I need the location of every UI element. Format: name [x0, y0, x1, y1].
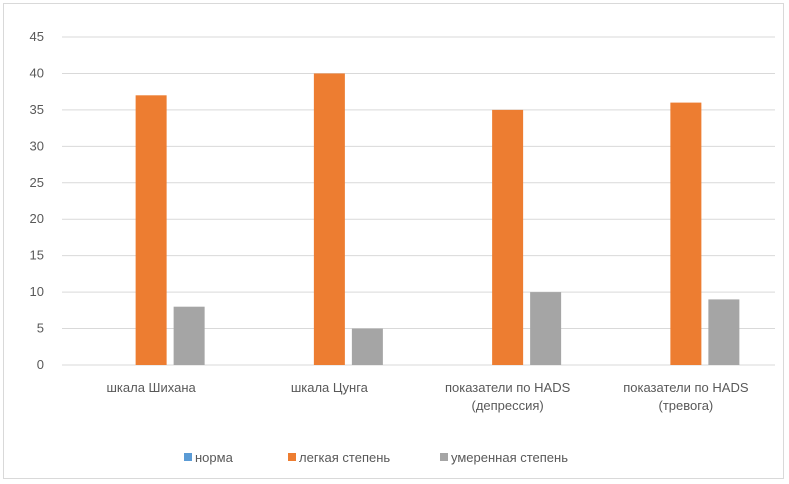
- bar: [351, 328, 383, 365]
- gridlines: [62, 36, 775, 366]
- y-tick-label: 10: [30, 284, 44, 299]
- legend-swatch: [440, 453, 448, 461]
- legend-swatch: [288, 453, 296, 461]
- bar: [492, 109, 524, 365]
- bar: [708, 299, 740, 365]
- y-tick-label: 0: [37, 357, 44, 372]
- x-category-label: показатели по HADS (тревога): [623, 380, 749, 413]
- y-tick-label: 35: [30, 102, 44, 117]
- y-tick-label: 45: [30, 29, 44, 44]
- bars: [135, 73, 740, 366]
- legend-swatch: [184, 453, 192, 461]
- y-tick-label: 40: [30, 65, 44, 80]
- legend-label: легкая степень: [299, 450, 390, 465]
- y-tick-label: 30: [30, 138, 44, 153]
- y-tick-label: 15: [30, 248, 44, 263]
- bar: [135, 95, 167, 366]
- y-tick-label: 20: [30, 211, 44, 226]
- bar: [670, 102, 702, 365]
- y-tick-label: 25: [30, 175, 44, 190]
- x-category-label: показатели по HADS (депрессия): [445, 380, 571, 413]
- bar: [313, 73, 345, 365]
- legend-label: умеренная степень: [451, 450, 568, 465]
- bar: [530, 292, 562, 365]
- x-category-label: шкала Цунга: [291, 380, 369, 395]
- bar: [173, 306, 205, 365]
- y-axis-tick-labels: 0 5 10 15 20 25 30 35 40 45: [30, 29, 44, 372]
- chart-frame: [3, 3, 784, 479]
- legend: норма легкая степень умеренная степень: [184, 450, 568, 465]
- x-axis-category-labels: шкала Шихана шкала Цунга показатели по HAD…: [107, 380, 749, 413]
- legend-label: норма: [195, 450, 234, 465]
- y-tick-label: 5: [37, 321, 44, 336]
- x-category-label: шкала Шихана: [107, 380, 197, 395]
